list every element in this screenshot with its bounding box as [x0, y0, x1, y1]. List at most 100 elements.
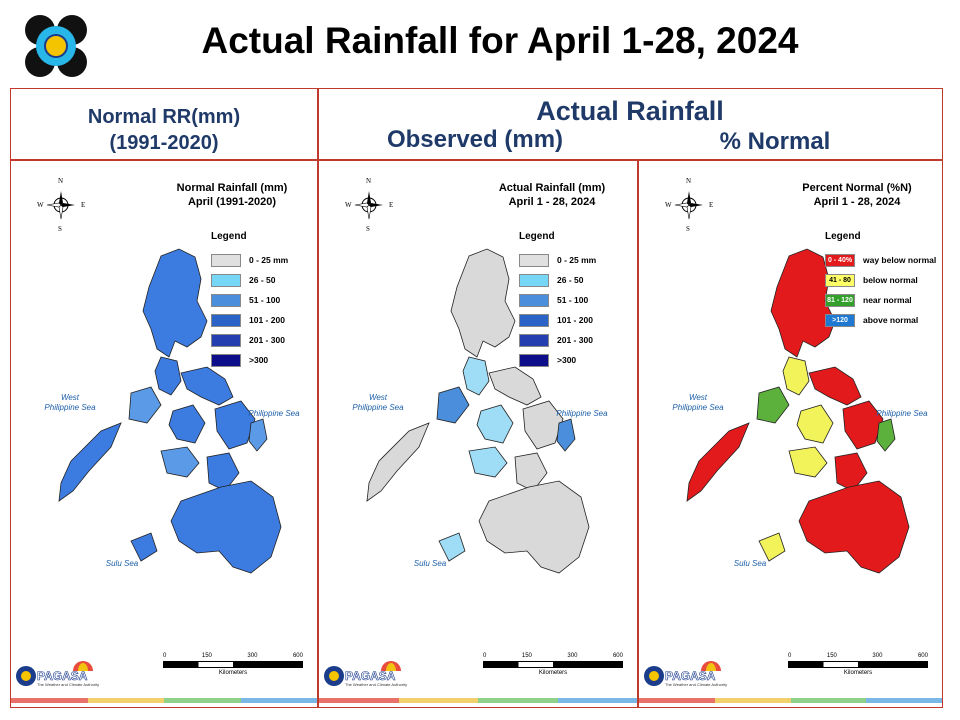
- legend-swatch: [211, 353, 241, 367]
- pagasa-logo: PAGASA The Weather and Climate Authority: [323, 657, 413, 691]
- island-shape: [160, 446, 200, 478]
- compass-s: S: [366, 225, 370, 233]
- west-sea-line2: Philippine Sea: [352, 403, 404, 412]
- legend-item: 0 - 40% way below normal: [825, 250, 936, 270]
- legend-label: 0 - 25 mm: [249, 255, 289, 265]
- legend-swatch: [211, 273, 241, 287]
- percent-normal-panel: N S W E Percent Normal (%N) April 1 - 28…: [638, 160, 943, 708]
- scale-unit: Kilometers: [218, 670, 248, 676]
- island-shape: [556, 418, 576, 452]
- scale-bar: 0 150 300 600 Kilometers: [788, 653, 928, 683]
- map-title: Percent Normal (%N) April 1 - 28, 2024: [782, 181, 932, 209]
- island-shape: [488, 366, 542, 406]
- map-title-line1: Percent Normal (%N): [802, 182, 912, 194]
- island-shape: [758, 532, 786, 562]
- island-shape: [834, 452, 868, 492]
- color-strip: [319, 698, 637, 703]
- island-shape: [686, 422, 750, 502]
- normal-header-line1: Normal RR(mm): [87, 106, 241, 128]
- west-sea-line2: Philippine Sea: [672, 403, 724, 412]
- legend-swatch: [519, 353, 549, 367]
- north-arrow-icon: N S W E: [345, 177, 393, 233]
- dost-logo: [25, 15, 87, 77]
- map-title-line1: Actual Rainfall (mm): [498, 182, 606, 194]
- legend-item: >120 above normal: [825, 310, 936, 330]
- legend-swatch: [519, 293, 549, 307]
- island-shape: [450, 248, 516, 358]
- philippines-map: [366, 248, 590, 574]
- compass-w: W: [37, 201, 44, 209]
- island-shape: [842, 400, 884, 450]
- compass-n: N: [58, 177, 64, 185]
- map-title: Normal Rainfall (mm) April (1991-2020): [157, 181, 307, 209]
- compass-e: E: [81, 201, 86, 209]
- legend-swatch: [519, 253, 549, 267]
- island-shape: [462, 356, 490, 396]
- legend-item: 201 - 300: [211, 330, 288, 350]
- actual-header-frame: [318, 88, 943, 160]
- island-shape: [782, 356, 810, 396]
- island-shape: [808, 366, 862, 406]
- legend-swatch: [211, 333, 241, 347]
- philippines-map: [686, 248, 910, 574]
- legend-swatch: 81 - 120: [825, 293, 855, 307]
- actual-rainfall-header: Actual Rainfall: [536, 96, 724, 126]
- color-strip: [639, 698, 942, 703]
- legend-item: 101 - 200: [519, 310, 596, 330]
- scale-tick: 150: [826, 653, 837, 659]
- scale-tick: 0: [163, 653, 167, 659]
- island-shape: [798, 480, 910, 574]
- legend-item: 201 - 300: [519, 330, 596, 350]
- legend-label: 0 - 25 mm: [557, 255, 597, 265]
- legend-label: way below normal: [863, 255, 937, 265]
- compass-w: W: [345, 201, 352, 209]
- pagasa-wordmark: PAGASA: [345, 669, 396, 684]
- island-shape: [142, 248, 208, 358]
- island-shape: [168, 404, 206, 444]
- percent-normal-header: % Normal: [719, 128, 831, 155]
- philippine-sea-label: Philippine Sea: [556, 409, 608, 418]
- normal-rainfall-panel: N S W E Normal Rainfall (mm) April (1991…: [10, 160, 318, 708]
- pagasa-logo: PAGASA The Weather and Climate Authority: [15, 657, 105, 691]
- island-shape: [478, 480, 590, 574]
- map-title: Actual Rainfall (mm) April 1 - 28, 2024: [477, 181, 627, 209]
- legend-swatch: 41 - 80: [825, 273, 855, 287]
- scale-tick: 600: [612, 653, 623, 659]
- compass-n: N: [686, 177, 692, 185]
- legend-item: 41 - 80 below normal: [825, 270, 936, 290]
- legend-item: 51 - 100: [519, 290, 596, 310]
- island-shape: [128, 386, 162, 424]
- map-title-line2: April (1991-2020): [187, 196, 277, 208]
- legend-swatch: [211, 313, 241, 327]
- map-title-line1: Normal Rainfall (mm): [176, 182, 288, 194]
- legend-label: 51 - 100: [249, 295, 281, 305]
- island-shape: [796, 404, 834, 444]
- sulu-sea-label: Sulu Sea: [105, 559, 139, 568]
- legend: Legend 0 - 25 mm 26 - 50 51 - 100 101 - 200…: [519, 231, 596, 370]
- map-title-line2: April 1 - 28, 2024: [813, 196, 901, 208]
- compass-e: E: [709, 201, 714, 209]
- scale-tick: 300: [567, 653, 578, 659]
- legend-item: 101 - 200: [211, 310, 288, 330]
- scale-tick: 150: [521, 653, 532, 659]
- legend-item: 26 - 50: [211, 270, 288, 290]
- legend-swatch: [211, 293, 241, 307]
- normal-header: Normal RR(mm) (1991-2020): [10, 104, 318, 156]
- pagasa-tagline: The Weather and Climate Authority: [345, 682, 408, 687]
- legend-label: >300: [557, 355, 577, 365]
- legend-item: 51 - 100: [211, 290, 288, 310]
- philippine-sea-label: Philippine Sea: [876, 409, 928, 418]
- legend-label: 101 - 200: [249, 315, 285, 325]
- legend-label: >300: [249, 355, 269, 365]
- island-shape: [170, 480, 282, 574]
- pagasa-wordmark: PAGASA: [37, 669, 88, 684]
- island-shape: [522, 400, 564, 450]
- north-arrow-icon: N S W E: [665, 177, 713, 233]
- scale-tick: 0: [788, 653, 792, 659]
- legend-label: 201 - 300: [249, 335, 285, 345]
- west-philippine-sea-label: West Philippine Sea: [35, 393, 105, 413]
- pagasa-logo: PAGASA The Weather and Climate Authority: [643, 657, 733, 691]
- sulu-sea-label: Sulu Sea: [733, 559, 767, 568]
- island-shape: [366, 422, 430, 502]
- map-title-line2: April 1 - 28, 2024: [508, 196, 596, 208]
